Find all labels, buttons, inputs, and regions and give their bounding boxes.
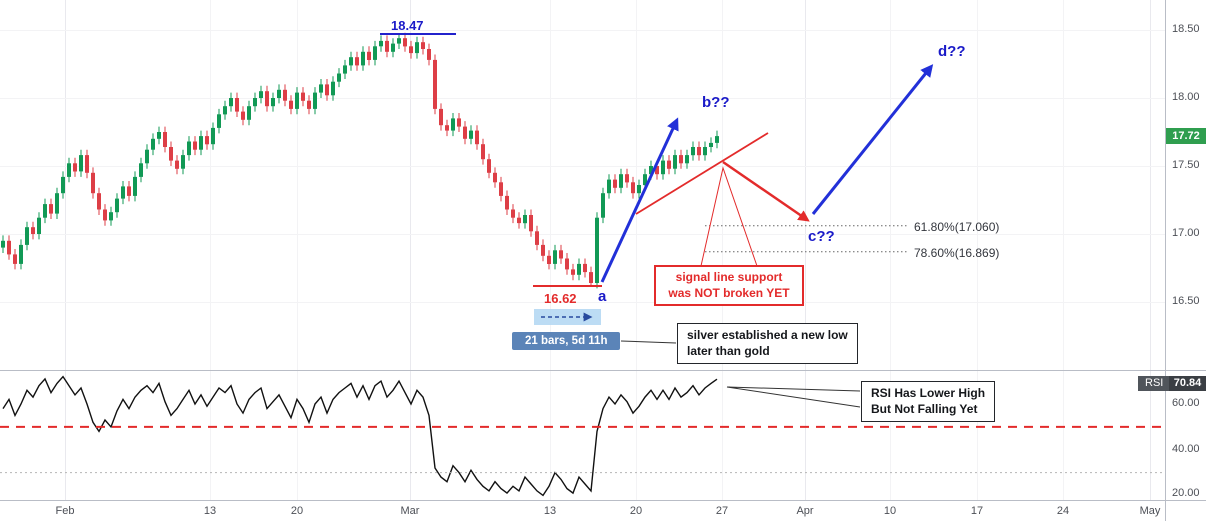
rsi-indicator-badge: RSI bbox=[1138, 376, 1171, 391]
high-price-label[interactable]: 18.47 bbox=[391, 18, 424, 33]
wave-a-label[interactable]: a bbox=[598, 288, 607, 305]
wave-c-label[interactable]: c?? bbox=[808, 228, 835, 245]
time-tick: Mar bbox=[400, 505, 420, 517]
price-tick: 17.50 bbox=[1172, 159, 1200, 171]
time-tick: 20 bbox=[629, 505, 643, 517]
wave-ab-arrow[interactable] bbox=[600, 117, 679, 283]
time-tick: Feb bbox=[55, 505, 75, 517]
level-lines bbox=[0, 225, 1165, 474]
wave-cd-arrow[interactable] bbox=[811, 64, 934, 215]
fib-786-label[interactable]: 78.60%(16.869) bbox=[914, 246, 1000, 260]
bars-count-chip[interactable]: 21 bars, 5d 11h bbox=[512, 332, 621, 350]
signal-note-box[interactable]: signal line support was NOT broken YET bbox=[654, 265, 804, 307]
time-tick: May bbox=[1139, 505, 1161, 517]
silver-note-box[interactable]: silver established a new low later than … bbox=[677, 323, 858, 365]
price-tick: 16.50 bbox=[1172, 295, 1200, 307]
rsi-tick: 60.00 bbox=[1172, 397, 1200, 409]
time-tick: 27 bbox=[715, 505, 729, 517]
silver-note-connector bbox=[620, 340, 677, 344]
signal-trendline[interactable] bbox=[635, 132, 769, 215]
time-tick: Apr bbox=[796, 505, 814, 517]
low-price-label[interactable]: 16.62 bbox=[544, 291, 577, 306]
time-tick: 13 bbox=[543, 505, 557, 517]
time-tick: 10 bbox=[883, 505, 897, 517]
signal-note-pointer bbox=[700, 166, 758, 267]
wave-b-label[interactable]: b?? bbox=[702, 94, 730, 111]
rsi-tick: 40.00 bbox=[1172, 443, 1200, 455]
time-tick: 24 bbox=[1056, 505, 1070, 517]
price-tick: 18.50 bbox=[1172, 23, 1200, 35]
wave-bc-arrow[interactable] bbox=[722, 160, 810, 222]
time-tick: 17 bbox=[970, 505, 984, 517]
rsi-value-badge: 70.84 bbox=[1169, 376, 1206, 391]
fib-618-label[interactable]: 61.80%(17.060) bbox=[914, 220, 1000, 234]
last-price-badge: 17.72 bbox=[1166, 128, 1206, 144]
gridlines bbox=[0, 0, 1165, 500]
time-tick: 13 bbox=[203, 505, 217, 517]
rsi-tick: 20.00 bbox=[1172, 487, 1200, 499]
rsi-note-pointer bbox=[726, 386, 861, 408]
price-tick: 17.00 bbox=[1172, 227, 1200, 239]
candlestick-series bbox=[1, 32, 719, 289]
drawings-layer bbox=[380, 33, 934, 408]
rsi-line bbox=[2, 375, 718, 497]
rsi-note-box[interactable]: RSI Has Lower High But Not Falling Yet bbox=[861, 381, 996, 423]
price-tick: 18.00 bbox=[1172, 91, 1200, 103]
time-tick: 20 bbox=[290, 505, 304, 517]
wave-d-label[interactable]: d?? bbox=[938, 43, 966, 60]
